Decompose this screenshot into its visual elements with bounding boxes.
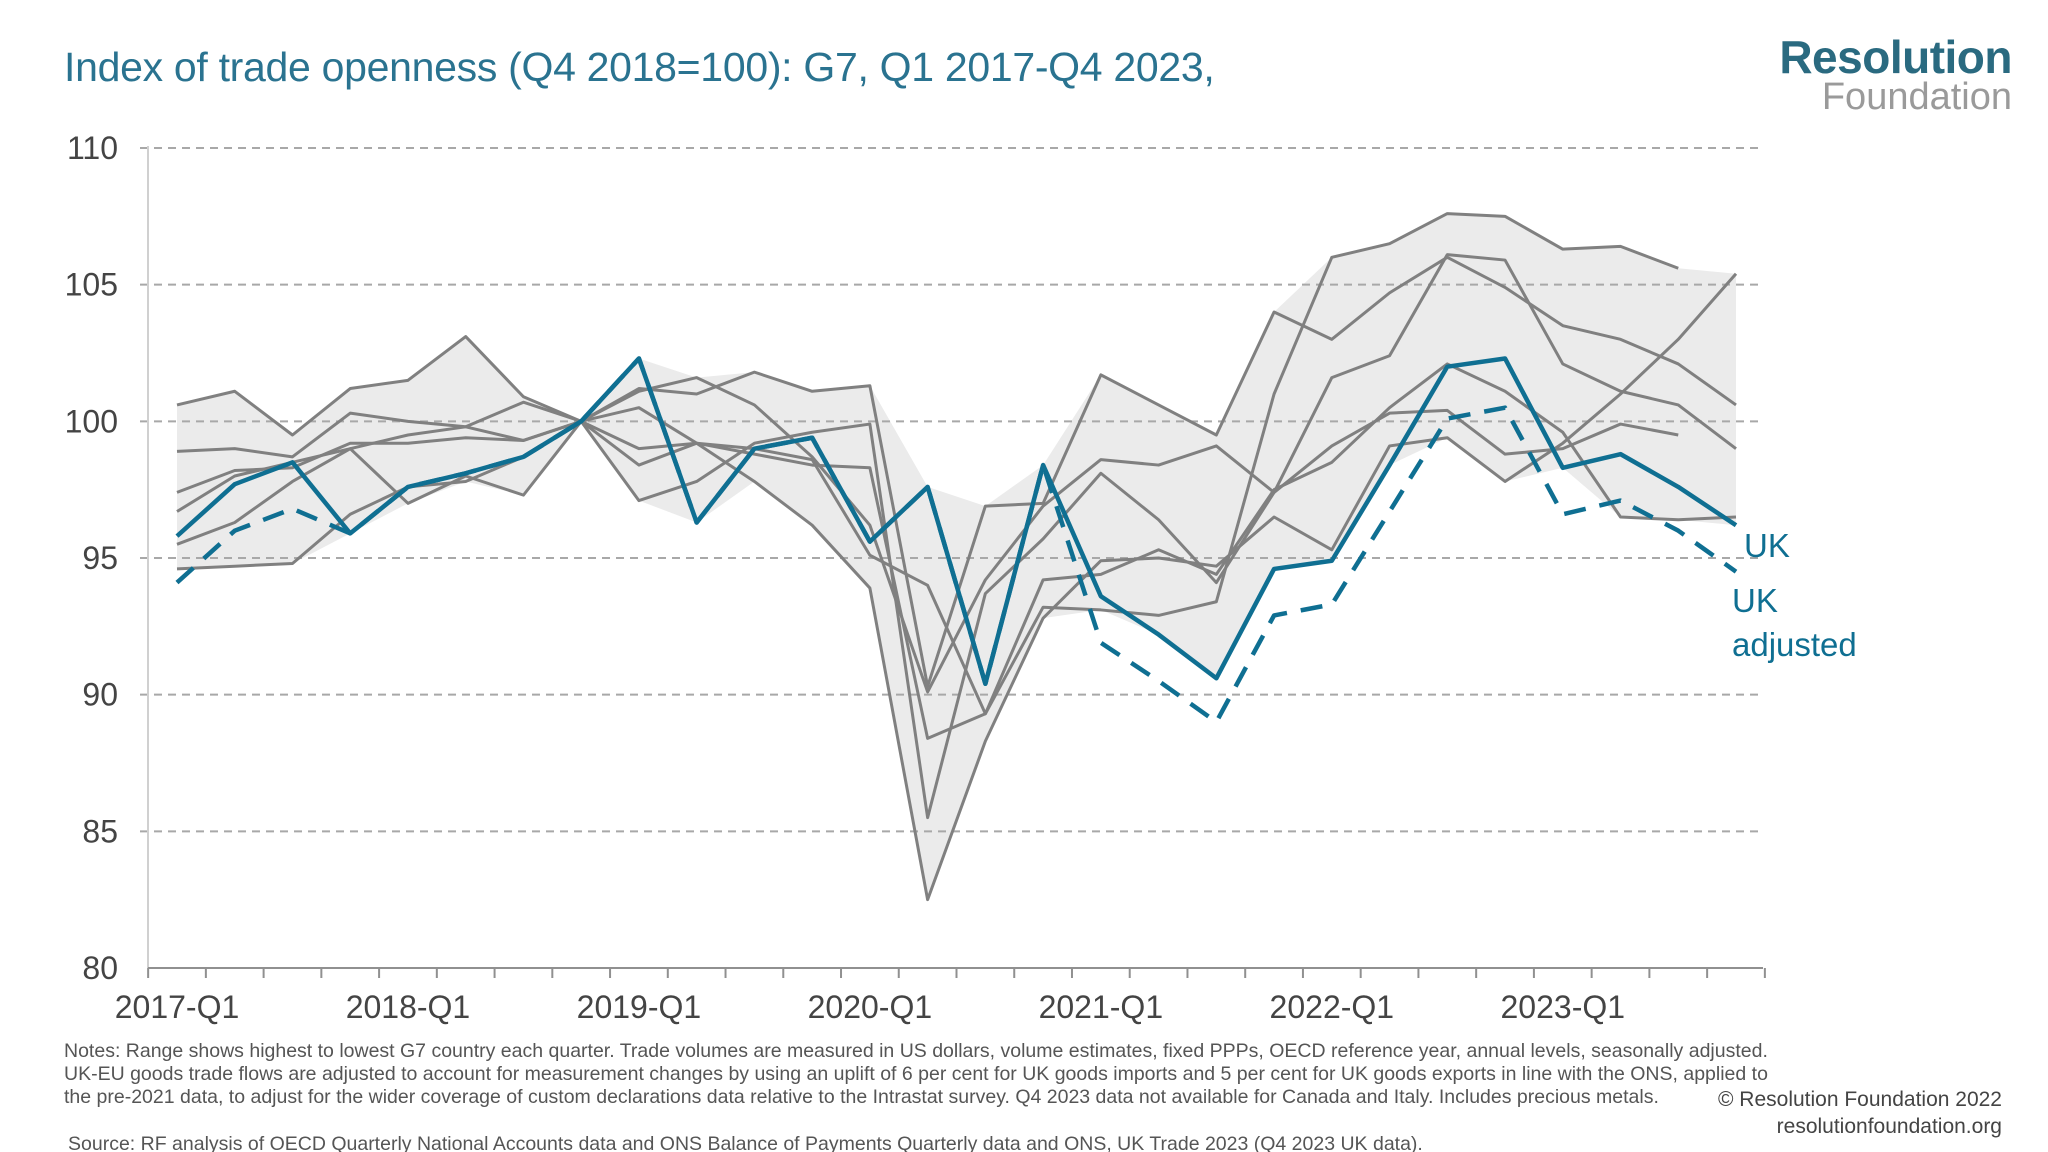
logo-line2: Foundation xyxy=(1821,76,2012,118)
uk-label: UK xyxy=(1744,527,1790,564)
country-line-4 xyxy=(176,253,1737,694)
x-tick-label: 2020-Q1 xyxy=(808,989,933,1025)
x-tick-label: 2021-Q1 xyxy=(1039,989,1164,1025)
x-tick-label: 2023-Q1 xyxy=(1501,989,1626,1025)
country-line-2 xyxy=(176,255,1737,688)
country-line-3 xyxy=(176,212,1679,740)
resolution-foundation-logo: Resolution Foundation xyxy=(1779,34,2012,116)
x-tick-label: 2022-Q1 xyxy=(1270,989,1395,1025)
chart-notes: Notes: Range shows highest to lowest G7 … xyxy=(64,1040,1768,1108)
y-tick-label: 80 xyxy=(82,950,118,986)
chart-source: Source: RF analysis of OECD Quarterly Na… xyxy=(68,1133,1423,1152)
country-line-5 xyxy=(176,408,1679,820)
y-tick-label: 105 xyxy=(65,267,118,303)
y-tick-label: 85 xyxy=(82,813,118,849)
uk-adjusted-label-line1: UK xyxy=(1732,582,1778,619)
country-line-6 xyxy=(176,272,1738,902)
copyright-block: © Resolution Foundation 2022 resolutionf… xyxy=(1718,1086,2002,1140)
x-tick-label: 2017-Q1 xyxy=(115,989,240,1025)
y-tick-label: 95 xyxy=(82,540,118,576)
y-tick-label: 110 xyxy=(67,130,118,166)
country-line-7 xyxy=(176,362,1737,716)
uk-adjusted-line xyxy=(175,356,1738,725)
y-tick-label: 90 xyxy=(82,677,118,713)
y-tick-label: 100 xyxy=(65,403,118,439)
logo-line1: Resolution xyxy=(1779,31,2012,83)
range-band xyxy=(177,213,1736,900)
uk-adjusted-label-line2: adjusted xyxy=(1732,626,1857,663)
copyright: © Resolution Foundation 2022 xyxy=(1717,1088,2002,1111)
x-tick-label: 2018-Q1 xyxy=(346,989,471,1025)
website: resolutionfoundation.org xyxy=(1776,1115,2002,1138)
x-tick-label: 2019-Q1 xyxy=(577,989,702,1025)
chart-title: Index of trade openness (Q4 2018=100): G… xyxy=(64,44,1215,90)
